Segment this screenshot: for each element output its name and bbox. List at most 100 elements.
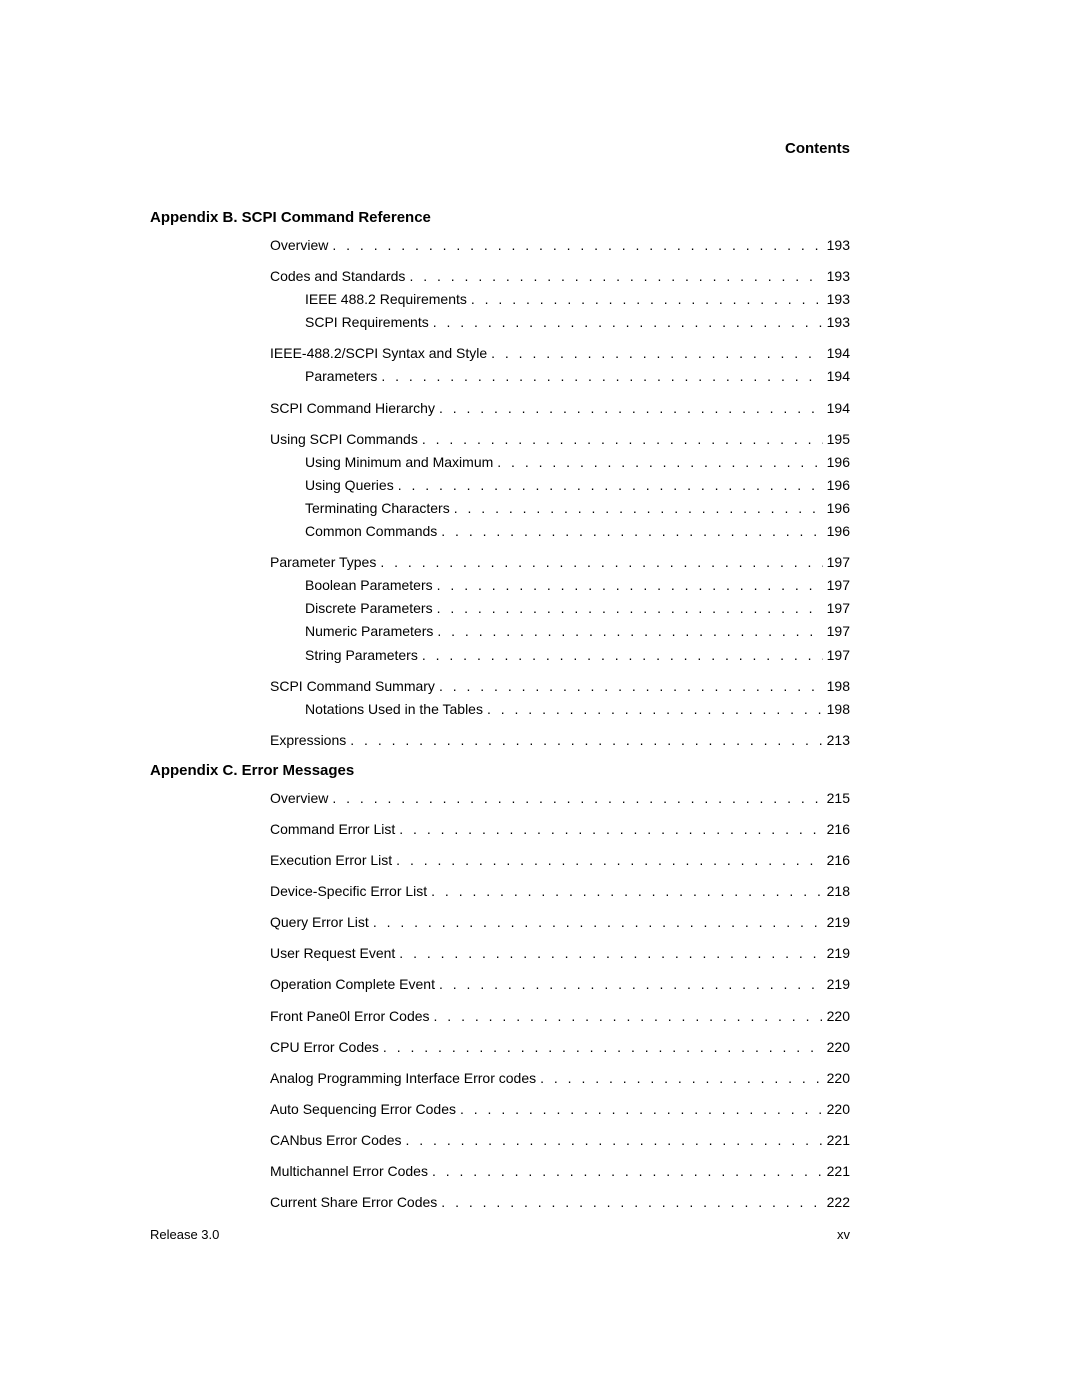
toc-leader-dots — [483, 698, 823, 721]
toc-leader-dots — [456, 1098, 823, 1121]
toc-entry-text: Codes and Standards — [270, 265, 405, 288]
toc-section: Overview193Codes and Standards193IEEE 48… — [270, 234, 850, 752]
toc-entry[interactable]: Using SCPI Commands195 — [270, 428, 850, 451]
toc-entry[interactable]: Front Pane0l Error Codes220 — [270, 1005, 850, 1028]
toc-leader-dots — [435, 973, 823, 996]
toc-entry[interactable]: SCPI Command Hierarchy 194 — [270, 397, 850, 420]
toc-entry[interactable]: Boolean Parameters197 — [305, 574, 850, 597]
toc-entry[interactable]: Using Minimum and Maximum196 — [305, 451, 850, 474]
toc-group: Command Error List216 — [270, 818, 850, 841]
toc-entry[interactable]: Terminating Characters196 — [305, 497, 850, 520]
toc-group: Multichannel Error Codes221 — [270, 1160, 850, 1183]
toc-leader-dots — [369, 911, 823, 934]
toc-entry[interactable]: User Request Event219 — [270, 942, 850, 965]
toc-entry-page: 222 — [823, 1191, 850, 1214]
toc-entry[interactable]: Analog Programming Interface Error codes… — [270, 1067, 850, 1090]
toc-entry-page: 220 — [823, 1036, 850, 1059]
toc-entry-text: Overview — [270, 787, 328, 810]
toc-entry-page: 193 — [823, 265, 850, 288]
toc-entry[interactable]: Parameters194 — [305, 365, 850, 388]
toc-leader-dots — [395, 818, 822, 841]
toc-entry[interactable]: IEEE-488.2/SCPI Syntax and Style194 — [270, 342, 850, 365]
toc-leader-dots — [392, 849, 822, 872]
toc-entry[interactable]: CANbus Error Codes221 — [270, 1129, 850, 1152]
toc-entry-text: Using Minimum and Maximum — [305, 451, 493, 474]
toc-entry-page: 218 — [823, 880, 850, 903]
toc-entry-page: 194 — [823, 397, 850, 420]
toc-entry-page: 219 — [823, 911, 850, 934]
toc-entry[interactable]: Multichannel Error Codes221 — [270, 1160, 850, 1183]
toc-entry-page: 197 — [823, 551, 850, 574]
toc-entry[interactable]: Overview215 — [270, 787, 850, 810]
toc-entry-page: 197 — [823, 574, 850, 597]
toc-entry[interactable]: String Parameters197 — [305, 644, 850, 667]
toc-group: Query Error List219 — [270, 911, 850, 934]
toc-entry-text: SCPI Command Hierarchy — [270, 397, 435, 420]
toc-entry[interactable]: Numeric Parameters 197 — [305, 620, 850, 643]
toc-entry[interactable]: Auto Sequencing Error Codes220 — [270, 1098, 850, 1121]
toc-leader-dots — [328, 787, 822, 810]
toc-entry[interactable]: CPU Error Codes 220 — [270, 1036, 850, 1059]
toc-leader-dots — [428, 1160, 823, 1183]
toc-leader-dots — [536, 1067, 823, 1090]
toc-entry[interactable]: Using Queries196 — [305, 474, 850, 497]
toc-leader-dots — [427, 880, 822, 903]
toc-entry-text: CANbus Error Codes — [270, 1129, 402, 1152]
toc-entry-text: SCPI Command Summary — [270, 675, 435, 698]
toc-leader-dots — [429, 311, 823, 334]
footer-page-number: xv — [837, 1227, 850, 1242]
toc-entry[interactable]: Execution Error List216 — [270, 849, 850, 872]
toc-entry-page: 194 — [823, 365, 850, 388]
toc-group: Overview215 — [270, 787, 850, 810]
toc-entry[interactable]: Common Commands196 — [305, 520, 850, 543]
toc-group: Device-Specific Error List218 — [270, 880, 850, 903]
toc-leader-dots — [405, 265, 822, 288]
toc-entry[interactable]: Notations Used in the Tables198 — [305, 698, 850, 721]
toc-entry-text: Numeric Parameters — [305, 620, 433, 643]
toc-entry-text: Analog Programming Interface Error codes — [270, 1067, 536, 1090]
toc-group: SCPI Command Summary198Notations Used in… — [270, 675, 850, 721]
toc-entry-page: 193 — [823, 234, 850, 257]
toc-entry[interactable]: Query Error List219 — [270, 911, 850, 934]
toc-entry[interactable]: Device-Specific Error List218 — [270, 880, 850, 903]
toc-entry-page: 198 — [823, 675, 850, 698]
toc-leader-dots — [418, 644, 823, 667]
toc-entry-page: 196 — [823, 520, 850, 543]
toc-entry-text: Front Pane0l Error Codes — [270, 1005, 430, 1028]
toc-entry-text: Multichannel Error Codes — [270, 1160, 428, 1183]
toc-entry[interactable]: Current Share Error Codes222 — [270, 1191, 850, 1214]
toc-entry[interactable]: Parameter Types 197 — [270, 551, 850, 574]
toc-entry[interactable]: Overview 193 — [270, 234, 850, 257]
toc-group: Execution Error List216 — [270, 849, 850, 872]
toc-entry-page: 216 — [823, 818, 850, 841]
toc-entry-text: Overview — [270, 234, 328, 257]
toc-group: Using SCPI Commands195Using Minimum and … — [270, 428, 850, 543]
toc-group: Current Share Error Codes222 — [270, 1191, 850, 1214]
toc-entry[interactable]: SCPI Command Summary 198 — [270, 675, 850, 698]
toc-entry[interactable]: SCPI Requirements193 — [305, 311, 850, 334]
toc-entry[interactable]: Expressions213 — [270, 729, 850, 752]
toc-leader-dots — [437, 1191, 822, 1214]
toc-entry-page: 195 — [823, 428, 850, 451]
toc-entry-page: 196 — [823, 474, 850, 497]
toc-group: Overview 193 — [270, 234, 850, 257]
toc-entry[interactable]: Operation Complete Event219 — [270, 973, 850, 996]
toc-entry[interactable]: IEEE 488.2 Requirements193 — [305, 288, 850, 311]
toc-entry-text: Parameter Types — [270, 551, 376, 574]
toc-entry[interactable]: Command Error List216 — [270, 818, 850, 841]
toc-entry-page: 197 — [823, 620, 850, 643]
toc-root: Appendix B. SCPI Command Reference Overvi… — [150, 209, 850, 1214]
toc-entry-text: Operation Complete Event — [270, 973, 435, 996]
toc-entry-text: CPU Error Codes — [270, 1036, 379, 1059]
toc-entry-text: Notations Used in the Tables — [305, 698, 483, 721]
page-footer: Release 3.0 xv — [150, 1227, 850, 1242]
toc-entry-page: 219 — [823, 942, 850, 965]
toc-entry[interactable]: Codes and Standards 193 — [270, 265, 850, 288]
toc-leader-dots — [328, 234, 822, 257]
toc-entry-page: 197 — [823, 597, 850, 620]
toc-group: Analog Programming Interface Error codes… — [270, 1067, 850, 1090]
section-heading: Appendix B. SCPI Command Reference — [150, 209, 850, 226]
toc-leader-dots — [418, 428, 823, 451]
toc-entry[interactable]: Discrete Parameters197 — [305, 597, 850, 620]
toc-group: CPU Error Codes 220 — [270, 1036, 850, 1059]
